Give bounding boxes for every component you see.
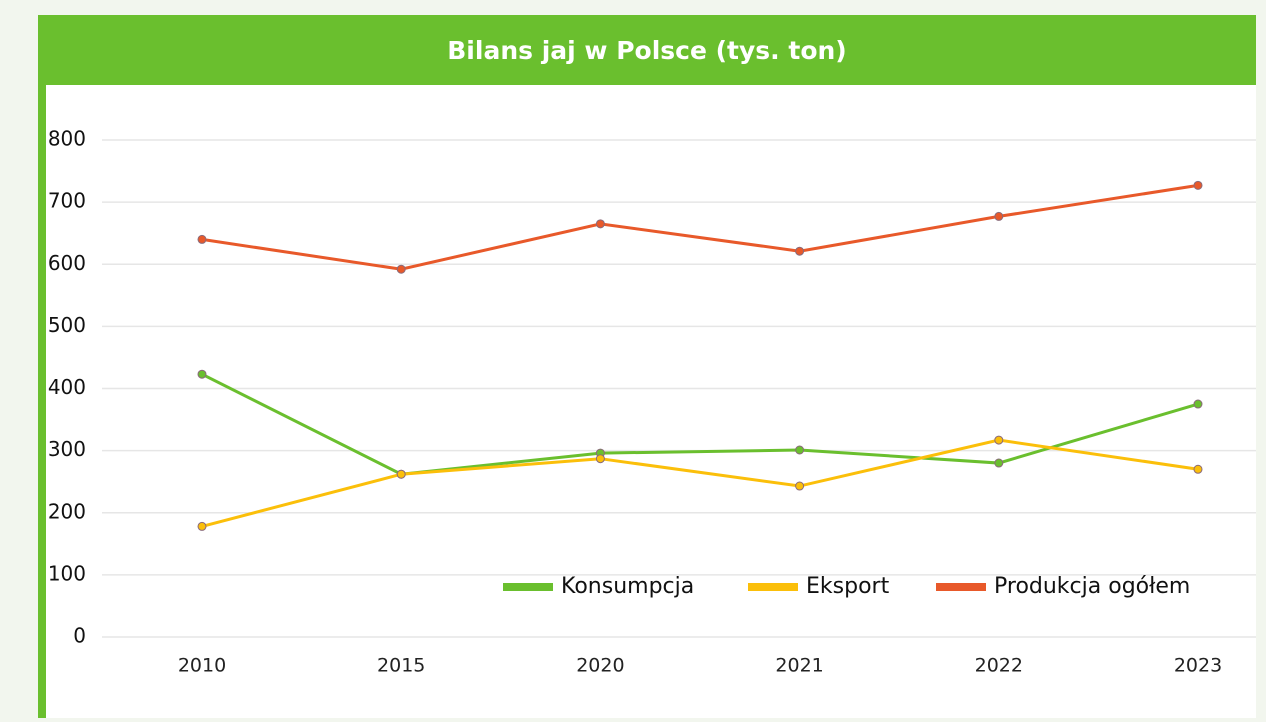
point	[1193, 464, 1203, 474]
point	[795, 481, 805, 491]
y-tick-label: 200	[48, 499, 86, 523]
panel-border	[38, 85, 46, 718]
series-line	[201, 438, 1199, 528]
point	[994, 435, 1004, 445]
point	[595, 454, 605, 464]
y-tick-label: 600	[48, 251, 86, 275]
y-tick-label: 500	[48, 313, 86, 337]
point	[197, 521, 207, 531]
legend-label: Eksport	[806, 574, 890, 599]
x-tick-label: 2022	[975, 655, 1023, 677]
point	[994, 211, 1004, 221]
x-tick-label: 2010	[178, 655, 226, 677]
chart-title: Bilans jaj w Polsce (tys. ton)	[447, 36, 847, 65]
x-tick-label: 2020	[576, 655, 624, 677]
y-tick-label: 100	[48, 561, 86, 585]
y-tick-label: 800	[48, 127, 86, 151]
series-line	[201, 372, 1199, 476]
point	[396, 469, 406, 479]
point	[1193, 180, 1203, 190]
y-tick-label: 400	[48, 375, 86, 399]
legend-swatch	[936, 583, 986, 591]
point	[396, 264, 406, 274]
y-tick-label: 0	[73, 624, 86, 648]
point	[595, 219, 605, 229]
point	[795, 246, 805, 256]
point	[795, 445, 805, 455]
legend-swatch	[503, 583, 553, 591]
legend-swatch	[748, 583, 798, 591]
panel	[38, 85, 1256, 718]
legend-label: Produkcja ogółem	[994, 574, 1190, 599]
series-line	[201, 183, 1199, 271]
legend-label: Konsumpcja	[561, 574, 694, 599]
point	[197, 234, 207, 244]
y-tick-label: 300	[48, 437, 86, 461]
header	[38, 15, 1256, 85]
x-tick-label: 2015	[377, 655, 425, 677]
point	[994, 458, 1004, 468]
point	[1193, 399, 1203, 409]
x-tick-label: 2021	[775, 655, 823, 677]
x-tick-label: 2023	[1174, 655, 1222, 677]
y-tick-label: 700	[48, 189, 86, 213]
point	[197, 369, 207, 379]
